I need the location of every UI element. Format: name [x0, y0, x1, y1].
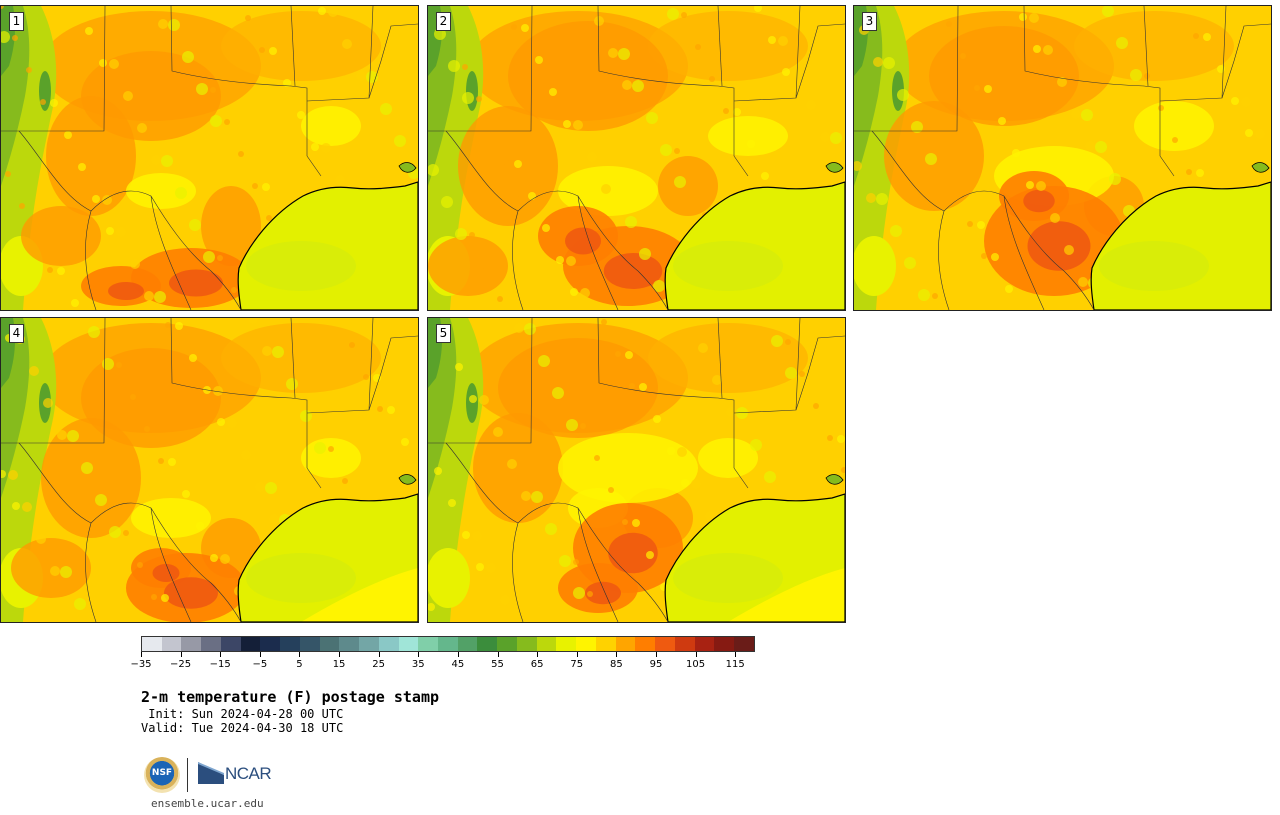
colorbar-tick: [616, 652, 618, 657]
colorbar-segment: [714, 637, 735, 651]
member-label-5: 5: [436, 324, 451, 343]
ncar-logo-icon: [198, 762, 224, 784]
colorbar-tick-label: 95: [649, 659, 663, 670]
colorbar-tick-label: 75: [570, 659, 584, 670]
colorbar-tick-label: −5: [252, 659, 268, 670]
colorbar-segment: [398, 637, 419, 651]
colorbar-tick-label: −35: [130, 659, 152, 670]
colorbar-segment: [497, 637, 517, 651]
colorbar-tick: [220, 652, 222, 657]
colorbar-tick-label: 25: [372, 659, 386, 670]
map-panel-5: 5: [427, 317, 846, 623]
colorbar-tick-label: 65: [530, 659, 544, 670]
member-label-3: 3: [862, 12, 877, 31]
nsf-logo-text: NSF: [151, 768, 173, 778]
colorbar-segment: [674, 637, 695, 651]
colorbar-tick-label: 5: [296, 659, 303, 670]
colorbar-tick-label: 45: [451, 659, 465, 670]
colorbar-segment: [615, 637, 636, 651]
colorbar-tick: [259, 652, 261, 657]
colorbar-segment: [201, 637, 221, 651]
colorbar-tick: [537, 652, 539, 657]
colorbar-tick: [378, 652, 380, 657]
colorbar-segment: [142, 637, 162, 651]
colorbar-segment: [161, 637, 182, 651]
colorbar-tick: [299, 652, 301, 657]
colorbar-segment: [359, 637, 379, 651]
colorbar-tick-label: 115: [725, 659, 745, 670]
colorbar-segment: [635, 637, 656, 651]
ensemble-url: ensemble.ucar.edu: [151, 797, 264, 810]
colorbar-segment: [418, 637, 439, 651]
colorbar-tick: [457, 652, 459, 657]
init-time: Init: Sun 2024-04-28 00 UTC: [141, 707, 344, 721]
colorbar-segment: [536, 637, 557, 651]
colorbar-segment: [556, 637, 577, 651]
colorbar-tick-label: −25: [170, 659, 192, 670]
colorbar-segment: [457, 637, 478, 651]
colorbar-tick: [655, 652, 657, 657]
map-panel-3: 3: [853, 5, 1272, 311]
temperature-map-2: [428, 6, 845, 310]
temperature-map-1: [1, 6, 418, 310]
colorbar-tick: [180, 652, 182, 657]
colorbar-tick: [497, 652, 499, 657]
colorbar-segment: [378, 637, 399, 651]
colorbar-tick-label: 35: [411, 659, 425, 670]
temperature-map-4: [1, 318, 418, 622]
temperature-colorbar: [141, 636, 755, 652]
colorbar-tick-label: 15: [332, 659, 346, 670]
member-label-4: 4: [9, 324, 24, 343]
colorbar-segment: [280, 637, 300, 651]
temperature-map-3: [854, 6, 1271, 310]
colorbar-tick: [576, 652, 578, 657]
colorbar-segment: [516, 637, 537, 651]
colorbar-segment: [240, 637, 261, 651]
map-panel-2: 2: [427, 5, 846, 311]
ncar-logo-text: NCAR: [225, 764, 272, 783]
colorbar-segment: [438, 637, 458, 651]
colorbar-ticks: −35 −25 −15 −5 5 15 25 35 45 55 65 75 85 95 105 115: [130, 652, 755, 672]
colorbar-segment: [220, 637, 241, 651]
colorbar-segment: [299, 637, 320, 651]
valid-time: Valid: Tue 2024-04-30 18 UTC: [141, 721, 344, 735]
colorbar-tick: [735, 652, 737, 657]
colorbar-segment: [595, 637, 616, 651]
colorbar-segment: [319, 637, 340, 651]
colorbar-tick: [141, 652, 142, 657]
colorbar-tick: [339, 652, 341, 657]
colorbar-segment: [339, 637, 360, 651]
member-label-1: 1: [9, 12, 24, 31]
colorbar-segment: [655, 637, 675, 651]
nsf-logo: NSF: [144, 757, 180, 793]
colorbar-segment: [477, 637, 498, 651]
colorbar-tick-label: 105: [686, 659, 706, 670]
colorbar-tick: [418, 652, 420, 657]
plot-title: 2-m temperature (F) postage stamp: [141, 688, 440, 706]
member-label-2: 2: [436, 12, 451, 31]
colorbar-segment: [694, 637, 715, 651]
colorbar-tick-label: −15: [209, 659, 231, 670]
colorbar-segment: [734, 637, 754, 651]
colorbar-tick-label: 55: [491, 659, 504, 670]
colorbar-segment: [576, 637, 596, 651]
colorbar-segment: [260, 637, 281, 651]
temperature-map-5: [428, 318, 845, 622]
colorbar-tick-label: 85: [609, 659, 623, 670]
map-panel-4: 4: [0, 317, 419, 623]
logo-divider: [187, 758, 188, 792]
colorbar-tick: [695, 652, 697, 657]
colorbar-segment: [181, 637, 202, 651]
map-panel-1: 1: [0, 5, 419, 311]
